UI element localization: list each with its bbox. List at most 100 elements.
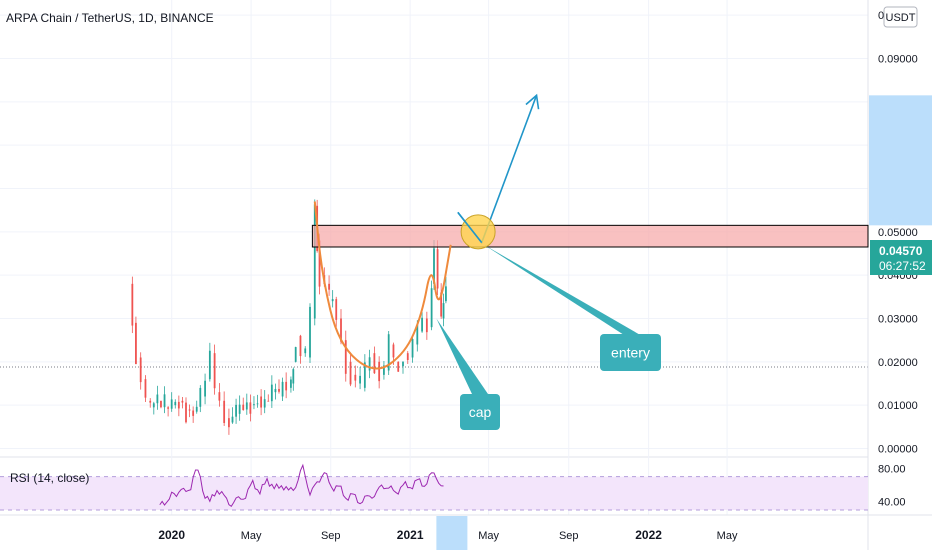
candle-body xyxy=(278,388,280,392)
resistance-zone[interactable] xyxy=(311,224,869,248)
candle-body xyxy=(442,303,445,319)
candle-body xyxy=(213,353,216,389)
candle-body xyxy=(294,347,297,362)
cup-curve[interactable] xyxy=(313,201,452,370)
candle-body xyxy=(188,409,191,411)
candle-body xyxy=(402,361,404,367)
candle-body xyxy=(245,402,248,410)
candle-body xyxy=(192,410,195,416)
y-tick-label: 0.02000 xyxy=(878,357,918,369)
candle-body xyxy=(199,387,202,407)
candle-body xyxy=(177,401,180,409)
candle-body xyxy=(238,404,241,414)
candle-body xyxy=(416,324,419,345)
rsi-band xyxy=(0,476,868,510)
candle-body xyxy=(318,240,321,287)
candle-body xyxy=(359,375,361,384)
x-tick-label: May xyxy=(478,530,499,542)
candle-body xyxy=(299,335,302,357)
candle-body xyxy=(249,402,252,414)
callout-box xyxy=(600,334,661,371)
candle-body xyxy=(144,379,147,398)
y-tick-label: 0.00000 xyxy=(878,444,918,456)
y-tick-label: 0.03000 xyxy=(878,314,918,326)
callout-text: entery xyxy=(611,345,650,361)
candle-body xyxy=(170,399,173,409)
highlight-price-band xyxy=(869,95,932,226)
candle-body xyxy=(406,353,409,360)
candle-body xyxy=(397,361,400,372)
candle-body xyxy=(445,286,447,302)
projection-arrow-front xyxy=(457,211,483,244)
highlight-time-band xyxy=(436,516,468,550)
candle-body xyxy=(368,357,371,371)
candle-body xyxy=(267,400,270,402)
candle-body xyxy=(344,340,347,374)
countdown-value: 06:27:52 xyxy=(879,259,926,273)
candle-body xyxy=(430,288,433,328)
candle-body xyxy=(290,379,292,388)
x-tick-label: Sep xyxy=(559,530,579,542)
candle-body xyxy=(218,392,221,401)
candle-body xyxy=(228,418,230,428)
candle-body xyxy=(235,404,237,417)
candle-body xyxy=(163,394,166,408)
candle-body xyxy=(160,400,162,408)
chart-title: ARPA Chain / TetherUS, 1D, BINANCE xyxy=(6,11,214,25)
candle-body xyxy=(331,299,334,302)
candle-body xyxy=(208,350,211,380)
last-price-value: 0.04570 xyxy=(879,244,923,258)
candle-body xyxy=(440,292,443,317)
callout-entery[interactable]: entery xyxy=(484,244,661,371)
callout-cap[interactable]: cap xyxy=(436,318,500,431)
drawings-layer[interactable]: cap entery xyxy=(311,93,869,431)
callout-text: cap xyxy=(469,404,492,420)
candle-body xyxy=(231,416,234,423)
rsi-tick-label: 80.00 xyxy=(878,463,906,475)
candle-body xyxy=(328,283,330,290)
x-tick-label: 2020 xyxy=(158,528,185,542)
candle-body xyxy=(285,381,288,391)
candle-body xyxy=(433,248,435,284)
time-axis[interactable]: 2020 May Sep 2021 May Sep 2022 May xyxy=(0,514,932,542)
entry-circle[interactable] xyxy=(460,214,496,250)
candle-body xyxy=(139,357,142,383)
grid-lines xyxy=(0,0,868,515)
candle-body xyxy=(242,404,245,410)
candle-body xyxy=(253,404,255,406)
arrow-head xyxy=(525,93,540,110)
candle-body xyxy=(411,339,414,358)
candle-body xyxy=(274,388,277,393)
rsi-line xyxy=(159,463,444,507)
y-tick-label: 0.05000 xyxy=(878,227,918,239)
candle-body xyxy=(309,306,311,358)
candle-body xyxy=(156,394,159,404)
last-price-tag xyxy=(870,240,932,275)
candle-body xyxy=(383,365,385,375)
candle-body xyxy=(135,322,137,365)
callout-pointer xyxy=(436,318,488,394)
candle-body xyxy=(256,403,259,405)
candle-body xyxy=(152,403,155,408)
candle-body xyxy=(185,402,187,423)
candle-body xyxy=(425,318,428,333)
x-tick-label: 2022 xyxy=(635,528,662,542)
rsi-label: RSI (14, close) xyxy=(10,471,89,485)
rsi-pane xyxy=(0,463,868,511)
candle-body xyxy=(378,361,381,382)
candle-body xyxy=(354,374,357,381)
currency-button[interactable] xyxy=(883,6,918,28)
candle-body xyxy=(149,400,152,403)
callout-pointer xyxy=(484,244,639,334)
x-tick-label: 2021 xyxy=(397,528,424,542)
x-tick-label: May xyxy=(717,530,738,542)
candle-body xyxy=(421,317,423,332)
rsi-tick-label: 40.00 xyxy=(878,497,906,509)
candle-body xyxy=(260,396,263,408)
candle-body xyxy=(349,361,352,385)
candle-body xyxy=(304,348,307,354)
candle-body xyxy=(392,344,395,358)
candle-body xyxy=(263,399,266,408)
candle-body xyxy=(195,406,198,412)
